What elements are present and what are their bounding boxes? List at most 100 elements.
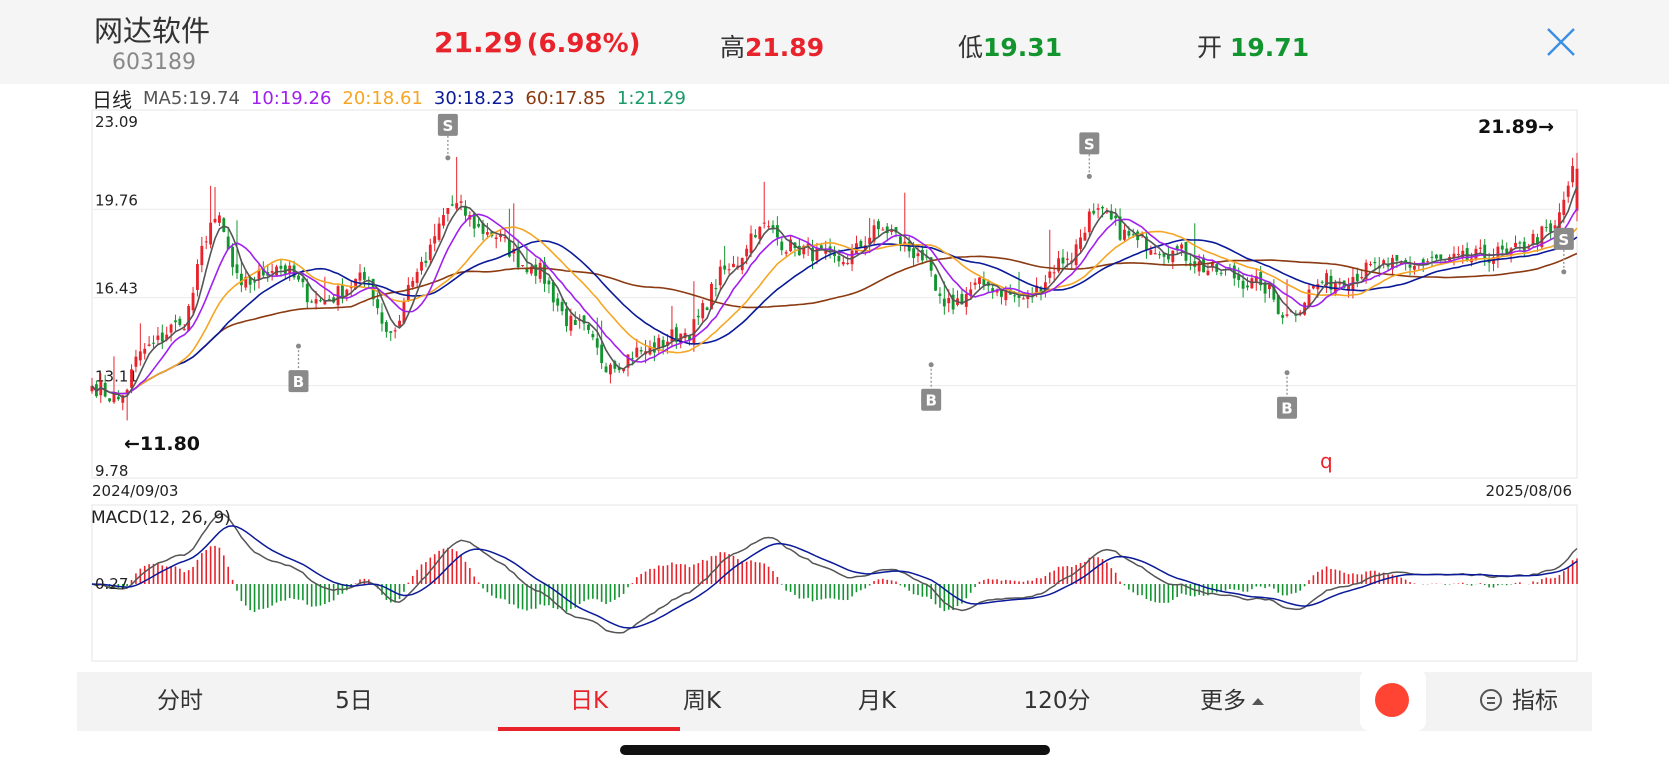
macd-dea-line: [91, 525, 1578, 629]
candle-body: [670, 329, 674, 342]
candle-body: [705, 307, 709, 310]
tab-more[interactable]: 更多: [1177, 672, 1287, 731]
candle-body: [1105, 211, 1109, 213]
candle-body: [1421, 259, 1425, 264]
candle-body: [165, 334, 169, 340]
buy-signal-badge: [288, 370, 309, 393]
candle-body: [1021, 298, 1025, 300]
candle-body: [1237, 274, 1241, 281]
x-end-label: 2025/08/06: [1486, 482, 1572, 500]
candle-body: [587, 324, 590, 331]
candle-body: [1114, 215, 1118, 219]
candle-body: [635, 347, 639, 358]
tab-intraday[interactable]: 分时: [157, 688, 203, 714]
candle-body: [1540, 226, 1544, 248]
candle-body: [947, 297, 951, 304]
candle-body: [1509, 248, 1513, 256]
candle-body: [1303, 302, 1307, 315]
candle-body: [1456, 254, 1460, 256]
candle-body: [762, 222, 766, 224]
candle-body: [358, 272, 362, 281]
tab-monthly-k[interactable]: 月K: [857, 688, 897, 714]
candle-body: [1373, 261, 1377, 264]
close-icon[interactable]: [1545, 26, 1577, 58]
candle-body: [1061, 257, 1065, 264]
open-stat: 开 19.71: [1197, 28, 1309, 64]
home-indicator: [620, 745, 1050, 755]
candle-body: [732, 263, 735, 268]
candle-body: [701, 303, 705, 319]
candle-body: [442, 215, 445, 226]
candle-body: [1307, 289, 1311, 307]
candle-body: [494, 237, 498, 240]
candle-body: [1149, 250, 1153, 255]
candle-body: [455, 203, 459, 209]
candle-body: [108, 398, 112, 402]
candle-body: [569, 315, 573, 331]
candle-body: [516, 247, 520, 268]
kline-chart[interactable]: 23.09 19.76 16.43 13.11 9.78 2024/09/03 2025/0…: [0, 0, 1669, 672]
candle-body: [837, 255, 841, 262]
candle-body: [152, 342, 155, 344]
candle-body: [376, 299, 380, 309]
ma20-value: 20:18.61: [342, 87, 423, 109]
candle-body: [1219, 272, 1223, 274]
indicator-label: 指标: [1512, 688, 1558, 714]
candle-body: [521, 265, 524, 267]
candle-body: [538, 262, 542, 279]
candle-body: [982, 278, 986, 286]
candle-body: [1544, 226, 1548, 228]
candle-body: [613, 361, 617, 369]
candle-body: [341, 285, 344, 299]
candle-body: [973, 282, 977, 285]
candle-body: [204, 241, 208, 243]
candle-body: [503, 237, 507, 239]
candle-body: [1065, 258, 1069, 260]
candle-body: [297, 275, 300, 280]
candle-body: [1285, 314, 1289, 316]
high-stat: 高21.89: [720, 28, 824, 64]
candle-body: [196, 264, 199, 290]
open-label: 开: [1197, 33, 1223, 62]
signal-dot: [295, 343, 301, 349]
ma30-value: 30:18.23: [433, 87, 515, 109]
candle-body: [1206, 270, 1210, 276]
candle-body: [1536, 237, 1539, 244]
sell-signal-badge: [1553, 227, 1574, 250]
candle-body: [191, 292, 195, 311]
candle-body: [960, 293, 964, 305]
candle-body: [314, 299, 318, 304]
candle-body: [1395, 255, 1399, 261]
candle-body: [556, 298, 560, 306]
quote-header: 网达软件 603189 21.29 (6.98%) 高21.89 低19.31 开…: [0, 0, 1669, 84]
signal-label: S: [1558, 231, 1569, 249]
indicator-button[interactable]: 指标: [1480, 672, 1558, 731]
candle-body: [472, 213, 476, 229]
record-button[interactable]: [1360, 669, 1426, 731]
tab-120min[interactable]: 120分: [1023, 688, 1091, 714]
tab-daily-k[interactable]: 日K: [569, 688, 609, 714]
candle-body: [1246, 285, 1249, 288]
candle-body: [749, 233, 753, 254]
signal-label: S: [442, 117, 453, 135]
candle-body: [1188, 263, 1192, 265]
candle-body: [859, 241, 863, 248]
buy-signal-badge: [921, 388, 942, 411]
candle-body: [424, 260, 428, 263]
stock-name: 网达软件: [94, 14, 211, 48]
candle-body: [872, 225, 876, 242]
candle-body: [666, 341, 669, 346]
candle-body: [507, 239, 511, 257]
candle-body: [657, 337, 661, 351]
stock-code: 603189: [112, 50, 196, 75]
candle-body: [459, 201, 463, 203]
candle-body: [1325, 273, 1328, 286]
tab-5day[interactable]: 5日: [335, 688, 373, 714]
tab-weekly-k[interactable]: 周K: [682, 688, 722, 714]
candle-body: [402, 301, 406, 324]
candle-body: [819, 245, 823, 251]
candle-body: [920, 249, 924, 261]
sell-signal-badge: [437, 113, 458, 136]
candle-body: [1092, 210, 1096, 214]
